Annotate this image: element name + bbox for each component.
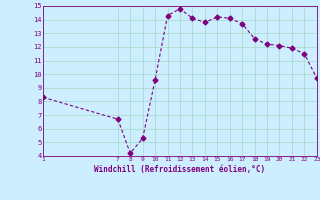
X-axis label: Windchill (Refroidissement éolien,°C): Windchill (Refroidissement éolien,°C) xyxy=(94,165,266,174)
